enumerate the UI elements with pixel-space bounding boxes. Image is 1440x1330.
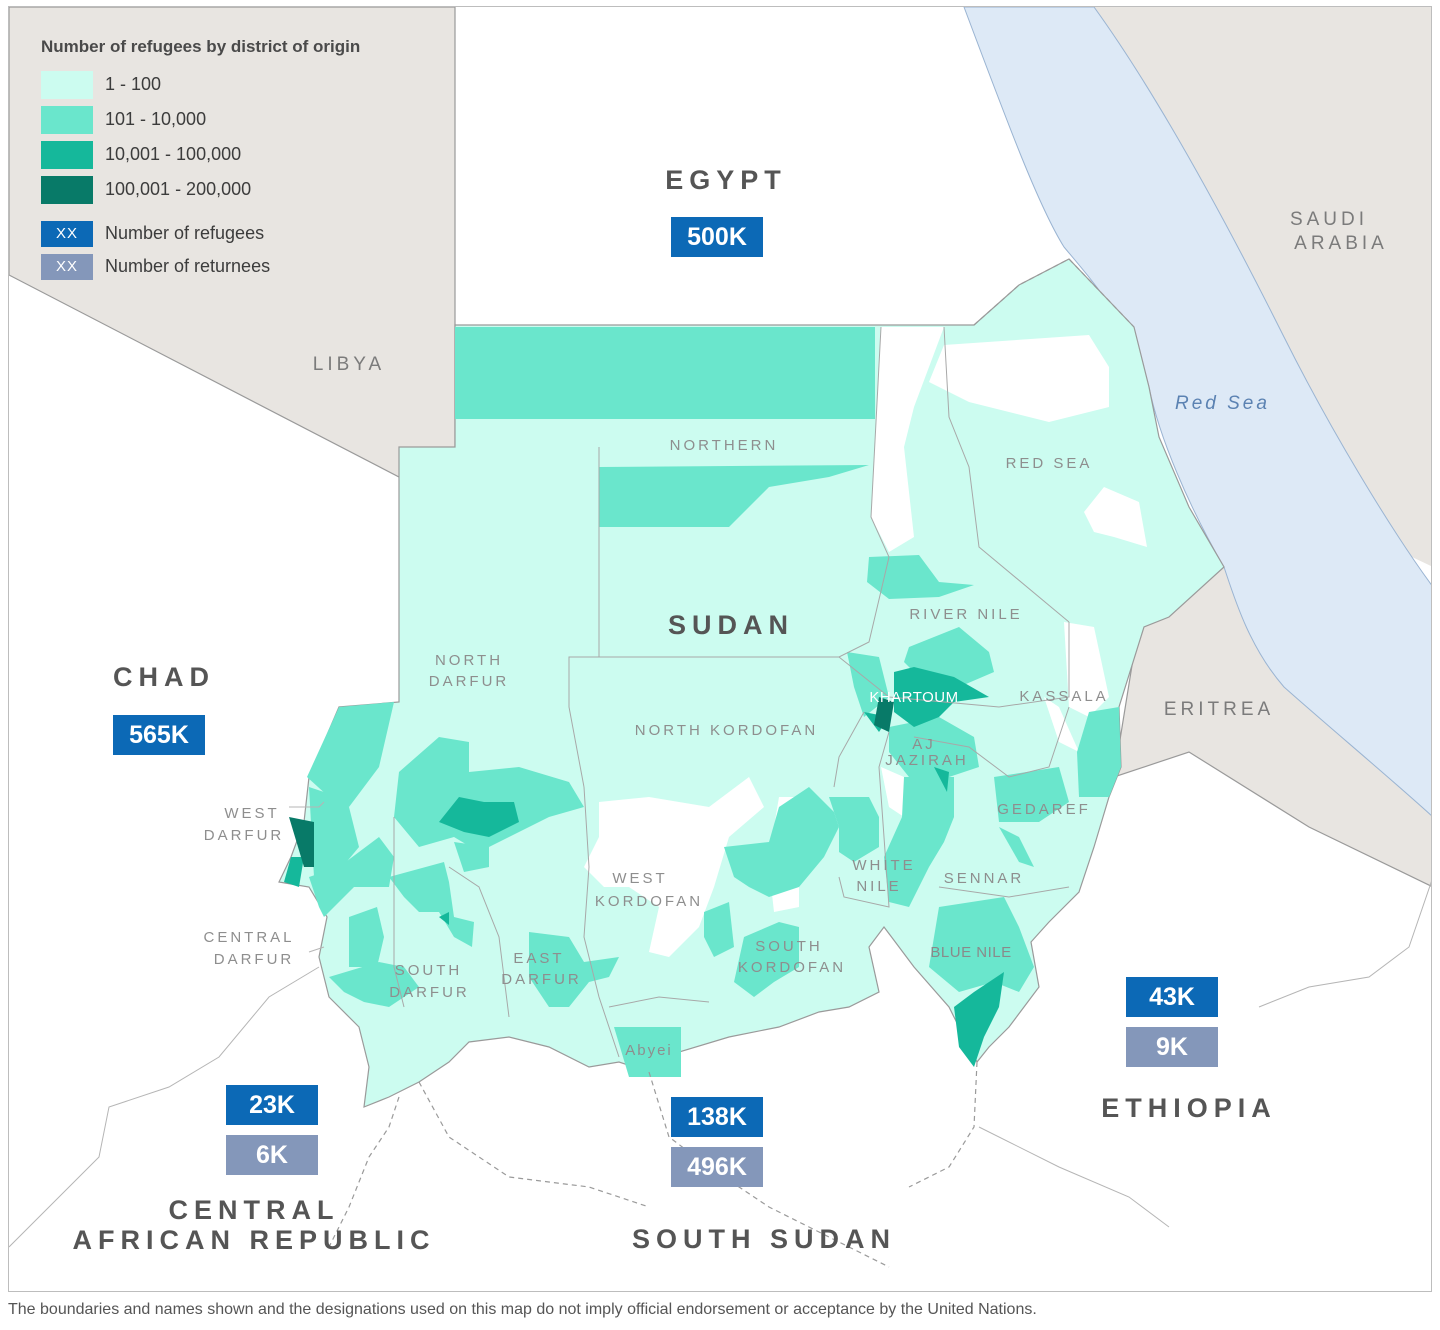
badge-ethiopia-refugees: 43K	[1126, 977, 1218, 1017]
state-south-kordofan-1: SOUTH	[755, 938, 823, 955]
legend-row-1: 1 - 100	[41, 67, 421, 102]
state-north-darfur-2: DARFUR	[428, 673, 510, 690]
legend-key-returnees: XX Number of returnees	[41, 250, 421, 283]
state-northern: NORTHERN	[669, 437, 779, 454]
districts-100001-200000	[289, 697, 894, 867]
no-data-north	[929, 335, 1109, 422]
state-khartoum: KHARTOUM	[869, 689, 959, 706]
red-sea	[963, 7, 1431, 816]
badge-ethiopia-returnees: 9K	[1126, 1027, 1218, 1067]
no-data-kassala	[1064, 622, 1109, 717]
state-west-kordofan-2: KORDOFAN	[594, 893, 704, 910]
badge-south-sudan-refugees: 138K	[671, 1097, 763, 1137]
badge-car-refugees: 23K	[226, 1085, 318, 1125]
legend-row-2: 101 - 10,000	[41, 102, 421, 137]
legend-swatch-2	[41, 105, 93, 134]
legend-label-4: 100,001 - 200,000	[105, 179, 252, 199]
state-east-darfur-1: EAST	[513, 950, 565, 967]
legend-label-1: 1 - 100	[105, 74, 162, 94]
label-egypt: EGYPT	[665, 165, 787, 195]
badge-south-sudan-returnees: 496K	[671, 1147, 763, 1187]
state-kassala: KASSALA	[1019, 688, 1109, 705]
no-data-white-strip	[871, 327, 944, 552]
legend-key-returnees-label: Number of returnees	[105, 256, 271, 276]
label-libya: LIBYA	[312, 354, 386, 375]
label-chad: CHAD	[113, 662, 215, 692]
state-blue-nile: BLUE NILE	[930, 944, 1012, 961]
legend-label-2: 101 - 10,000	[105, 109, 207, 129]
state-gedaref: GEDAREF	[997, 801, 1091, 818]
label-sudan: SUDAN	[667, 610, 794, 640]
label-ethiopia: ETHIOPIA	[1101, 1093, 1277, 1123]
legend-swatch-4	[41, 175, 93, 204]
border-lines	[328, 258, 1135, 1268]
state-central-darfur-2: DARFUR	[213, 951, 295, 968]
state-west-darfur-1: WEST	[224, 805, 280, 822]
legend-swatch-1	[41, 70, 93, 99]
legend-swatch-3	[41, 140, 93, 169]
districts-101-10000	[307, 327, 1121, 1077]
no-data-white-nile	[881, 767, 904, 817]
state-north-darfur-1: NORTH	[434, 652, 504, 669]
badge-chad-refugees: 565K	[113, 715, 205, 755]
label-eritrea: ERITREA	[1163, 699, 1275, 720]
map-frame: Number of refugees by district of origin…	[8, 6, 1432, 1292]
state-central-darfur-1: CENTRAL	[203, 929, 295, 946]
state-white-nile-1: WHITE	[852, 857, 916, 874]
state-south-darfur-2: DARFUR	[389, 984, 470, 1001]
state-aj-jazirah-2: JAZIRAH	[885, 752, 969, 769]
state-sennar: SENNAR	[943, 870, 1025, 887]
legend-key-returnees-box: XX	[41, 253, 93, 280]
state-river-nile: RIVER NILE	[909, 606, 1023, 623]
label-south-sudan: SOUTH SUDAN	[631, 1224, 896, 1254]
legend-row-3: 10,001 - 100,000	[41, 137, 421, 172]
disclaimer: The boundaries and names shown and the d…	[8, 1301, 1037, 1318]
state-west-kordofan-1: WEST	[612, 870, 668, 887]
label-car-line2: AFRICAN REPUBLIC	[72, 1225, 436, 1255]
districts-10001-100000	[284, 667, 1004, 1067]
state-red-sea: RED SEA	[1005, 455, 1093, 472]
label-saudi-line2: ARABIA	[1294, 233, 1388, 254]
label-red-sea: Red Sea	[1175, 393, 1270, 414]
label-saudi-line1: SAUDI	[1289, 209, 1369, 230]
state-abyei: Abyei	[625, 1042, 673, 1059]
badge-egypt-refugees: 500K	[671, 217, 763, 257]
legend: Number of refugees by district of origin…	[41, 37, 421, 283]
legend-title: Number of refugees by district of origin	[41, 37, 361, 56]
state-north-kordofan: NORTH KORDOFAN	[634, 722, 819, 739]
no-data-west-kordofan	[584, 777, 764, 957]
state-south-darfur-1: SOUTH	[394, 962, 463, 979]
outer-borders	[9, 801, 1431, 1248]
state-aj-jazirah-1: AJ	[912, 736, 936, 753]
legend-label-3: 10,001 - 100,000	[105, 144, 242, 164]
map-canvas	[9, 7, 1431, 1268]
state-boundaries	[393, 326, 1070, 1058]
state-south-kordofan-2: KORDOFAN	[737, 959, 847, 976]
state-white-nile-2: NILE	[856, 878, 902, 895]
label-car-line1: CENTRAL	[168, 1195, 340, 1225]
state-east-darfur-2: DARFUR	[501, 971, 582, 988]
legend-key-refugees: XX Number of refugees	[41, 217, 421, 250]
no-data-kassala2	[1044, 697, 1079, 752]
legend-row-4: 100,001 - 200,000	[41, 172, 421, 207]
no-data-red-sea	[1084, 487, 1147, 547]
legend-key-refugees-box: XX	[41, 220, 93, 247]
state-west-darfur-2: DARFUR	[203, 827, 285, 844]
badge-car-returnees: 6K	[226, 1135, 318, 1175]
legend-key-refugees-label: Number of refugees	[105, 223, 265, 243]
